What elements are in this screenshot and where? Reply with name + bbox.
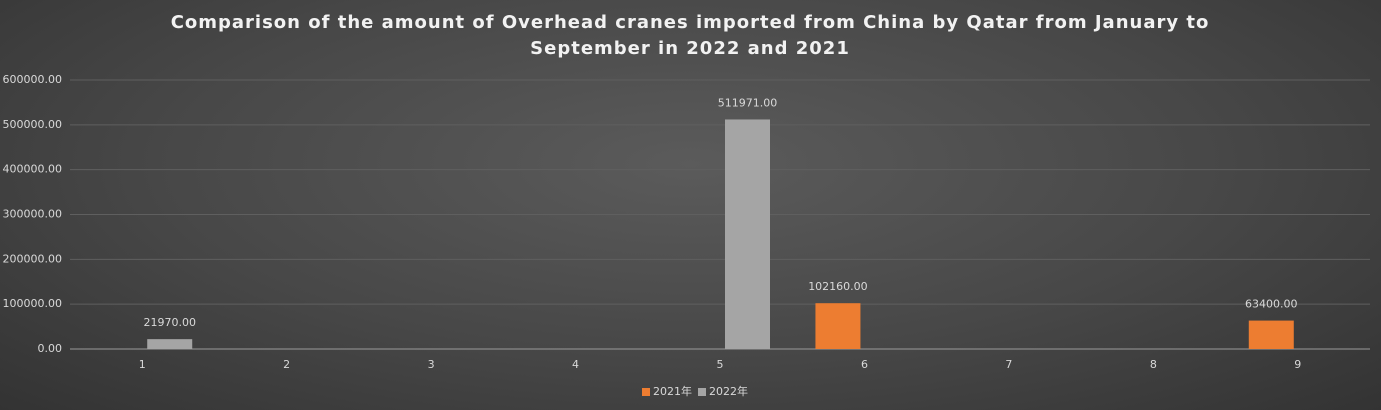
bar	[1248, 320, 1294, 349]
bar	[147, 339, 193, 349]
x-tick-label: 3	[428, 358, 435, 371]
x-tick-label: 5	[717, 358, 724, 371]
x-tick-label: 7	[1005, 358, 1012, 371]
legend-swatch	[698, 388, 706, 396]
x-tick-label: 4	[572, 358, 579, 371]
bar	[815, 303, 861, 349]
value-label: 102160.00	[808, 280, 868, 293]
y-tick-label: 300000.00	[3, 208, 63, 221]
x-tick-label: 8	[1150, 358, 1157, 371]
y-tick-label: 100000.00	[3, 297, 63, 310]
value-label: 63400.00	[1245, 298, 1298, 311]
chart-title: Comparison of the amount of Overhead cra…	[170, 12, 1210, 59]
y-tick-label: 600000.00	[3, 73, 63, 86]
x-tick-label: 1	[139, 358, 146, 371]
y-tick-label: 500000.00	[3, 118, 63, 131]
value-label: 21970.00	[143, 316, 196, 329]
y-tick-label: 200000.00	[3, 252, 63, 265]
legend-label: 2021年	[653, 384, 692, 398]
x-tick-label: 2	[283, 358, 290, 371]
legend-swatch	[642, 388, 650, 396]
y-tick-label: 0.00	[38, 342, 63, 355]
x-tick-label: 9	[1294, 358, 1301, 371]
legend-label: 2022年	[709, 384, 748, 398]
value-label: 511971.00	[718, 96, 778, 109]
bar	[725, 119, 770, 349]
x-tick-label: 6	[861, 358, 868, 371]
y-tick-label: 400000.00	[3, 163, 63, 176]
